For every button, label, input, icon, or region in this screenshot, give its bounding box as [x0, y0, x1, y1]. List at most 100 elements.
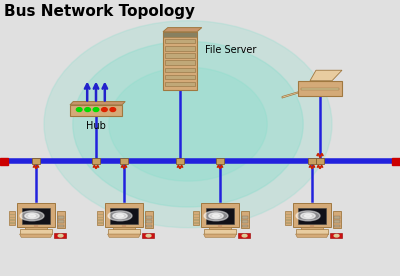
Bar	[293, 203, 331, 227]
Bar	[98, 222, 102, 224]
Bar	[330, 233, 342, 238]
Bar	[32, 158, 40, 164]
Ellipse shape	[242, 234, 247, 237]
Polygon shape	[163, 28, 202, 32]
Bar	[166, 68, 195, 72]
Bar	[392, 158, 400, 165]
Polygon shape	[282, 92, 298, 98]
Bar	[163, 32, 197, 90]
Bar	[22, 208, 50, 224]
Bar	[166, 39, 195, 43]
Ellipse shape	[212, 214, 220, 217]
Bar	[298, 208, 326, 224]
Text: Bus Network Topology: Bus Network Topology	[4, 4, 195, 19]
Ellipse shape	[28, 214, 36, 217]
Bar	[54, 233, 66, 238]
Bar	[285, 211, 291, 225]
Bar	[163, 32, 197, 37]
Ellipse shape	[304, 214, 312, 217]
Bar	[242, 220, 248, 223]
Bar	[334, 216, 340, 219]
Bar	[9, 211, 15, 225]
Bar	[286, 219, 290, 221]
Bar	[301, 227, 323, 230]
Bar	[334, 220, 340, 223]
Bar	[298, 81, 342, 96]
Circle shape	[102, 108, 107, 112]
Ellipse shape	[116, 214, 124, 217]
Bar	[146, 220, 152, 223]
Bar	[166, 60, 195, 65]
Ellipse shape	[113, 213, 127, 219]
Bar	[110, 208, 138, 224]
Bar	[113, 227, 135, 230]
Bar	[333, 211, 342, 228]
Ellipse shape	[25, 213, 39, 219]
Bar	[146, 216, 152, 219]
Ellipse shape	[209, 213, 223, 219]
Bar	[316, 158, 324, 164]
Bar	[286, 217, 290, 218]
Bar	[334, 225, 340, 227]
Bar	[92, 158, 100, 164]
Bar	[206, 208, 234, 224]
Bar	[204, 229, 236, 234]
Bar	[98, 214, 102, 215]
Circle shape	[85, 108, 90, 112]
Bar	[166, 75, 195, 79]
Polygon shape	[108, 234, 140, 237]
Bar	[166, 46, 195, 51]
Bar	[216, 158, 224, 164]
Bar	[201, 203, 239, 227]
Ellipse shape	[58, 234, 63, 237]
Bar	[57, 211, 66, 228]
Bar	[97, 211, 103, 225]
Bar	[142, 233, 154, 238]
Text: File Server: File Server	[205, 45, 256, 55]
Circle shape	[76, 108, 82, 112]
Ellipse shape	[204, 211, 228, 221]
Bar	[58, 225, 64, 227]
Bar	[296, 229, 328, 234]
Bar	[238, 233, 250, 238]
Polygon shape	[204, 234, 236, 237]
Bar	[20, 229, 52, 234]
Ellipse shape	[108, 211, 132, 221]
Bar	[193, 211, 200, 225]
Bar	[194, 219, 199, 221]
Polygon shape	[296, 234, 328, 237]
Ellipse shape	[146, 234, 151, 237]
Ellipse shape	[44, 21, 332, 228]
Bar	[98, 219, 102, 221]
Ellipse shape	[296, 211, 320, 221]
Bar	[108, 229, 140, 234]
Bar	[105, 203, 143, 227]
Circle shape	[110, 108, 116, 112]
Bar	[145, 211, 154, 228]
Bar	[308, 158, 316, 164]
Bar	[10, 217, 14, 218]
Bar	[176, 158, 184, 164]
Bar	[10, 214, 14, 215]
Bar	[25, 227, 47, 230]
Bar	[58, 220, 64, 223]
Bar	[194, 217, 199, 218]
Polygon shape	[310, 70, 342, 81]
Bar	[209, 227, 231, 230]
Ellipse shape	[301, 213, 315, 219]
Bar	[58, 216, 64, 219]
Ellipse shape	[73, 41, 303, 207]
Bar	[17, 203, 55, 227]
Polygon shape	[20, 234, 52, 237]
Bar	[301, 88, 339, 90]
Circle shape	[93, 108, 99, 112]
Bar	[286, 222, 290, 224]
Bar	[0, 158, 8, 165]
Bar	[194, 222, 199, 224]
Bar	[242, 225, 248, 227]
Bar	[146, 225, 152, 227]
Bar	[120, 158, 128, 164]
Bar	[98, 217, 102, 218]
Bar	[70, 105, 122, 116]
Bar	[10, 222, 14, 224]
